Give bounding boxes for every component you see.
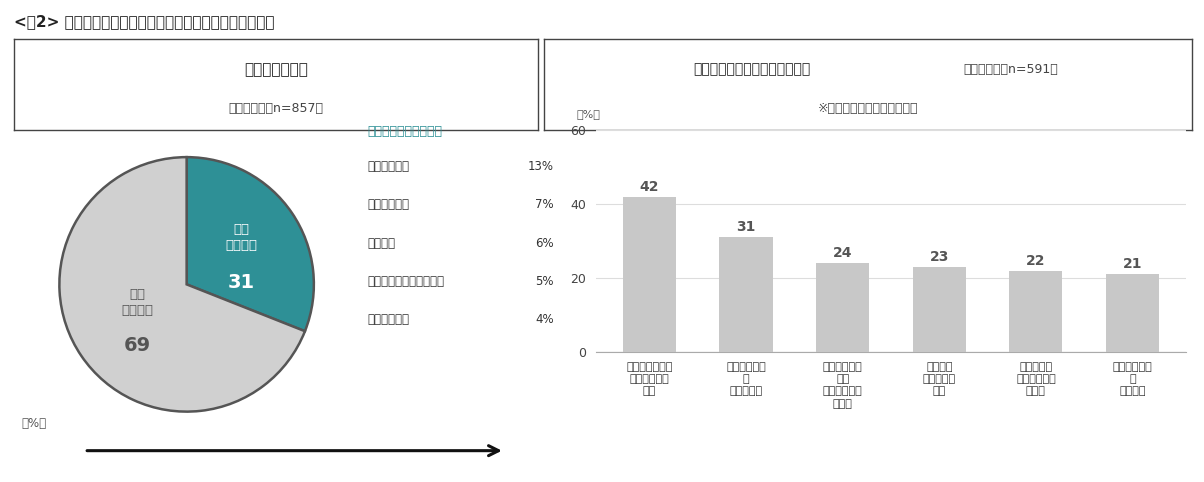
Text: 4%: 4% [536, 313, 554, 326]
Bar [720, 237, 773, 352]
Wedge shape [187, 157, 314, 331]
Text: 暗号通貨の保有: 暗号通貨の保有 [244, 62, 308, 77]
Text: 21: 21 [1123, 257, 1143, 271]
Text: 保有
している: 保有 している [225, 223, 258, 252]
Text: 24: 24 [833, 246, 852, 260]
Text: 31: 31 [228, 273, 255, 292]
Text: リップル: リップル [367, 237, 395, 250]
Wedge shape [59, 157, 305, 412]
Text: ※ベース：暗号通貨非保有者: ※ベース：暗号通貨非保有者 [818, 102, 919, 115]
Text: 5%: 5% [536, 275, 554, 288]
Text: 22: 22 [1026, 254, 1045, 268]
Text: 31: 31 [737, 220, 756, 234]
Bar [816, 263, 869, 352]
Bar [1009, 270, 1062, 352]
Text: 保有している暗号通貨: 保有している暗号通貨 [367, 125, 442, 138]
Text: 保有
してない: 保有 してない [122, 288, 153, 317]
Bar [622, 197, 675, 352]
Text: （複数回答：n=591）: （複数回答：n=591） [963, 63, 1058, 76]
Text: 暗号通貨を保有していない理由: 暗号通貨を保有していない理由 [692, 63, 810, 77]
Text: ビットコインキャッシュ: ビットコインキャッシュ [367, 275, 444, 288]
Text: （単一回答：n=857）: （単一回答：n=857） [229, 102, 324, 115]
Text: （%）: （%） [577, 109, 601, 119]
Text: 6%: 6% [536, 237, 554, 250]
Bar [913, 267, 966, 352]
Text: 23: 23 [929, 250, 949, 264]
Text: イーサリアム: イーサリアム [367, 199, 409, 212]
Text: ライトコイン: ライトコイン [367, 313, 409, 326]
Text: 7%: 7% [536, 199, 554, 212]
Text: ビットコイン: ビットコイン [367, 161, 409, 173]
Bar [1106, 274, 1159, 352]
Text: （%）: （%） [22, 416, 47, 429]
Text: 69: 69 [124, 336, 150, 356]
Text: 13%: 13% [527, 161, 554, 173]
Text: <図2> 暗号通貨（仮想通貨）の保有と保有していない理由: <図2> 暗号通貨（仮想通貨）の保有と保有していない理由 [14, 14, 275, 29]
Text: 42: 42 [639, 180, 659, 194]
